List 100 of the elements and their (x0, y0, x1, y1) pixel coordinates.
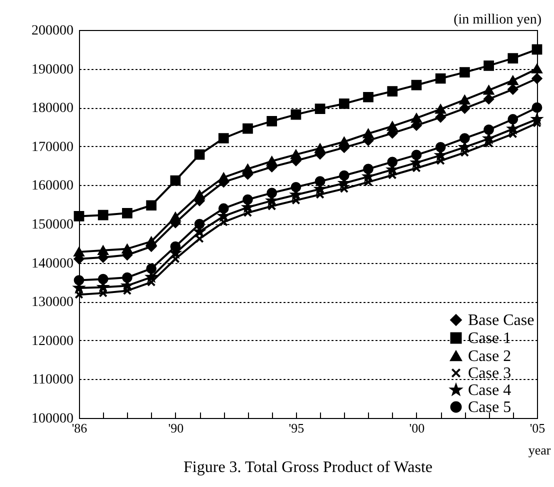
point (484, 124, 494, 135)
point (387, 86, 398, 96)
point (387, 156, 398, 168)
point (194, 218, 205, 230)
point (242, 123, 253, 134)
point (267, 202, 276, 210)
point (243, 208, 252, 218)
y-axis-title: (in million yen) (454, 12, 542, 28)
point (122, 272, 132, 283)
legend-label: Case 5 (468, 399, 512, 416)
point (242, 164, 253, 174)
point (218, 203, 229, 214)
y-tick-label: 170000 (32, 140, 74, 155)
point (98, 246, 108, 256)
point (194, 190, 205, 200)
point (122, 244, 132, 254)
point (290, 182, 302, 192)
point (338, 98, 350, 109)
point (436, 156, 445, 166)
legend-label: Case 2 (468, 348, 512, 365)
y-tick-label: 110000 (32, 372, 74, 388)
point (338, 137, 350, 146)
point (219, 218, 228, 226)
y-tick-label: 130000 (32, 295, 74, 310)
point (266, 156, 278, 166)
point (122, 208, 132, 218)
point (74, 211, 84, 222)
point (435, 112, 446, 122)
legend-label: Case 3 (468, 365, 512, 382)
x-tick-label: '00 (409, 420, 425, 436)
point (290, 109, 302, 120)
y-tick-label: 160000 (32, 178, 74, 194)
legend-label: Case 1 (468, 330, 512, 347)
point (338, 170, 350, 181)
point (364, 178, 373, 186)
point (484, 60, 494, 71)
point (74, 275, 84, 286)
point (74, 290, 84, 299)
point (435, 142, 446, 152)
legend-label: Case 4 (468, 382, 512, 399)
point (314, 144, 326, 153)
point (532, 73, 542, 84)
y-tick-label: 120000 (32, 334, 74, 349)
y-tick-label: 140000 (32, 256, 74, 272)
point (170, 241, 181, 252)
y-tick-label: 190000 (32, 62, 74, 78)
x-tick-label: '95 (288, 420, 304, 436)
point (460, 103, 470, 114)
point (242, 194, 253, 205)
point (460, 133, 470, 144)
x-axis-title: year (528, 442, 552, 458)
point (340, 184, 349, 194)
point (74, 247, 84, 257)
point (484, 133, 494, 144)
point (266, 116, 278, 126)
point (508, 84, 518, 95)
y-tick-label: 200000 (32, 24, 74, 38)
point (411, 113, 422, 123)
point (484, 86, 494, 95)
point (363, 92, 374, 102)
point (98, 274, 108, 284)
point (363, 128, 374, 138)
x-tick-label: '86 (72, 420, 88, 436)
point (484, 94, 494, 104)
point (508, 114, 518, 124)
point (266, 188, 278, 198)
point (314, 176, 326, 186)
point (508, 53, 518, 64)
point (170, 212, 181, 222)
legend-label: Base Case (468, 312, 534, 329)
point (314, 104, 326, 114)
point (532, 64, 542, 74)
point (316, 190, 324, 199)
point (363, 164, 374, 174)
y-tick-label: 180000 (32, 101, 74, 116)
point (508, 76, 518, 86)
point (508, 124, 518, 134)
point (218, 133, 229, 144)
point (170, 175, 181, 186)
point (194, 149, 205, 160)
point (532, 44, 542, 55)
point (412, 164, 421, 172)
point (411, 150, 422, 160)
x-tick-label: '90 (168, 420, 184, 436)
point (532, 102, 542, 113)
point (435, 73, 446, 84)
point (98, 210, 108, 220)
y-tick-label: 150000 (32, 218, 74, 232)
point (460, 67, 470, 78)
point (411, 80, 422, 90)
point (146, 236, 156, 246)
point (292, 196, 300, 205)
point (290, 150, 302, 160)
point (388, 170, 397, 180)
point (218, 172, 229, 182)
x-tick-label: '05 (530, 420, 546, 436)
y-tick-label: 100000 (32, 412, 74, 426)
point (435, 104, 446, 114)
point (146, 263, 156, 274)
point (460, 95, 470, 104)
